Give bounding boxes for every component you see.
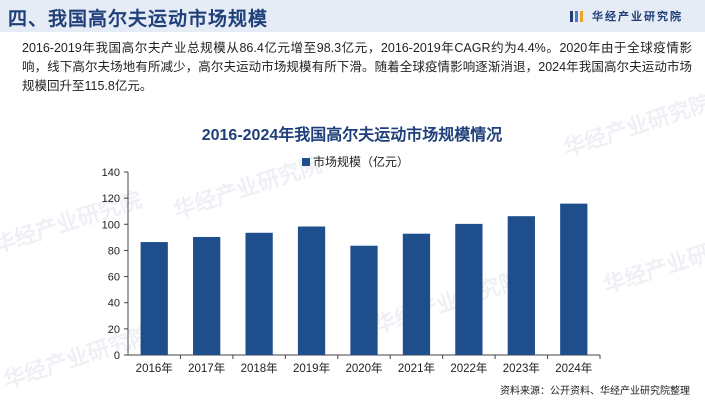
x-tick-label: 2024年 <box>555 361 592 375</box>
y-tick-label: 100 <box>102 219 120 231</box>
bar <box>245 232 273 355</box>
x-tick-label: 2019年 <box>293 361 330 375</box>
y-tick-label: 120 <box>102 193 120 205</box>
bar <box>140 242 168 355</box>
legend-label: 市场规模（亿元） <box>313 154 409 169</box>
x-tick-label: 2017年 <box>188 361 225 375</box>
source-note: 资料来源：公开资料、华经产业研究院整理 <box>500 384 690 397</box>
bar-series <box>140 203 588 355</box>
y-tick-label: 20 <box>108 324 120 336</box>
intro-paragraph: 2016-2019年我国高尔夫产业总规模从86.4亿元增至98.3亿元，2016… <box>22 41 692 93</box>
y-tick-label: 40 <box>108 298 120 310</box>
bar <box>455 223 483 355</box>
chart-title: 2016-2024年我国高尔夫运动市场规模情况 <box>202 125 503 144</box>
bar <box>297 226 326 355</box>
bar <box>507 216 535 355</box>
x-tick-label: 2016年 <box>136 361 173 375</box>
y-tick-label: 60 <box>108 272 120 284</box>
bar <box>560 203 588 355</box>
x-tick-label: 2022年 <box>450 361 487 375</box>
brand-logo: 华经产业研究院 <box>570 8 683 24</box>
x-tick-label: 2023年 <box>503 361 540 375</box>
page-title: 四、我国高尔夫运动市场规模 <box>8 9 269 30</box>
bar <box>350 245 378 355</box>
bar <box>193 236 221 355</box>
x-tick-label: 2021年 <box>398 361 435 375</box>
y-tick-label: 0 <box>114 350 120 362</box>
brand-name: 华经产业研究院 <box>592 11 683 23</box>
header-bar <box>0 0 705 32</box>
y-tick-label: 80 <box>108 245 120 257</box>
bar <box>402 233 431 355</box>
brand-mark-icon <box>570 10 585 22</box>
x-tick-label: 2018年 <box>241 361 278 375</box>
x-tick-label: 2020年 <box>345 361 382 375</box>
legend-swatch <box>302 158 310 166</box>
y-tick-label: 140 <box>102 167 120 179</box>
